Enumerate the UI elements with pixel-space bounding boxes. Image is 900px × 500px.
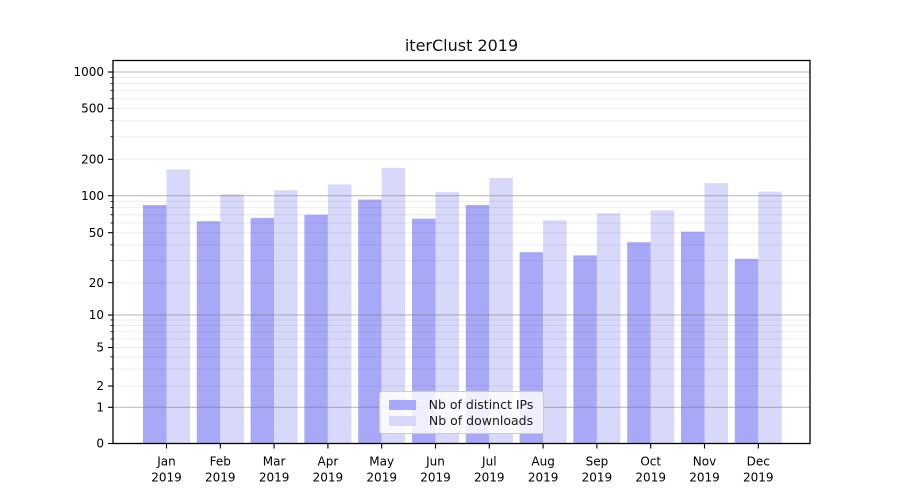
plot-border	[112, 59, 811, 445]
bar-feb-s1	[220, 194, 244, 444]
bar-aug-s1	[543, 220, 567, 444]
x-tick-month-feb: Feb	[210, 455, 231, 469]
y-gridlines-minor	[113, 77, 810, 387]
bars-series-1	[166, 167, 782, 444]
bar-dec-s0	[734, 258, 759, 444]
x-tick-month-dec: Dec	[747, 455, 770, 469]
y-tick-label-10: 10	[89, 308, 104, 322]
bar-jan-s1	[166, 169, 190, 444]
legend-item-downloads: Nb of downloads	[389, 413, 534, 428]
x-tick-year-feb: 2019	[205, 471, 236, 485]
chart-title: iterClust 2019	[404, 36, 519, 55]
x-tick-month-mar: Mar	[263, 455, 286, 469]
y-tick-label-1000: 1000	[73, 65, 104, 79]
x-tick-month-jun: Jun	[425, 455, 445, 469]
x-tick-year-apr: 2019	[313, 471, 344, 485]
y-tick-label-1: 1	[96, 401, 104, 415]
bar-dec-s1	[758, 191, 782, 444]
y-axis-ticks: 0 1 2 5 10 20 50 100 200 500 1000	[73, 65, 113, 451]
y-tick-label-500: 500	[81, 102, 104, 116]
legend-swatch-distinct-ips-icon	[389, 399, 416, 410]
bar-oct-s0	[627, 242, 651, 444]
bar-nov-s1	[704, 183, 728, 444]
x-tick-month-aug: Aug	[531, 455, 554, 469]
legend-label-downloads: Nb of downloads	[428, 413, 534, 428]
bar-apr-s1	[327, 184, 352, 444]
x-tick-month-may: May	[369, 455, 394, 469]
legend-label-distinct-ips: Nb of distinct IPs	[428, 397, 534, 412]
bar-sep-s0	[573, 255, 597, 444]
x-tick-month-jul: Jul	[481, 455, 496, 469]
bar-apr-s0	[304, 214, 328, 444]
legend-item-distinct-ips: Nb of distinct IPs	[389, 397, 534, 412]
y-tick-label-2: 2	[96, 379, 104, 393]
x-tick-month-apr: Apr	[318, 455, 339, 469]
bar-feb-s0	[196, 221, 221, 444]
x-tick-year-jun: 2019	[420, 471, 451, 485]
bar-jan-s0	[143, 205, 167, 444]
bar-mar-s1	[274, 190, 298, 444]
x-tick-month-nov: Nov	[693, 455, 716, 469]
y-tick-label-5: 5	[96, 341, 104, 355]
bar-mar-s0	[250, 217, 275, 444]
bar-jul-s1	[489, 178, 513, 444]
x-tick-year-nov: 2019	[689, 471, 720, 485]
bar-may-s1	[381, 167, 406, 444]
y-tick-label-200: 200	[81, 153, 104, 167]
x-tick-year-oct: 2019	[635, 471, 666, 485]
x-tick-month-jan: Jan	[156, 455, 176, 469]
x-tick-year-aug: 2019	[528, 471, 559, 485]
bar-jun-s1	[435, 192, 459, 444]
bar-nov-s0	[681, 231, 705, 444]
x-tick-month-oct: Oct	[640, 455, 661, 469]
bars-series-0	[143, 199, 759, 444]
bar-jun-s0	[412, 218, 436, 444]
bar-may-s0	[358, 199, 382, 444]
x-tick-year-dec: 2019	[743, 471, 774, 485]
bar-sep-s1	[596, 213, 621, 444]
y-tick-label-100: 100	[81, 189, 104, 203]
bar-jul-s0	[465, 205, 490, 444]
y-tick-label-0: 0	[96, 437, 104, 451]
legend-swatch-downloads-icon	[389, 415, 416, 426]
y-tick-label-50: 50	[89, 226, 104, 240]
x-tick-year-jan: 2019	[151, 471, 182, 485]
x-tick-year-sep: 2019	[582, 471, 613, 485]
chart-legend: Nb of distinct IPs Nb of downloads	[379, 391, 544, 434]
x-tick-year-jul: 2019	[474, 471, 505, 485]
x-axis-ticks: Jan 2019 Feb 2019 Mar 2019 Apr 2019 May 2019 Jun 20…	[151, 443, 774, 485]
bar-oct-s1	[650, 210, 675, 444]
y-tick-label-20: 20	[89, 276, 104, 290]
x-tick-month-sep: Sep	[586, 455, 609, 469]
x-tick-year-mar: 2019	[259, 471, 290, 485]
x-tick-year-may: 2019	[366, 471, 397, 485]
